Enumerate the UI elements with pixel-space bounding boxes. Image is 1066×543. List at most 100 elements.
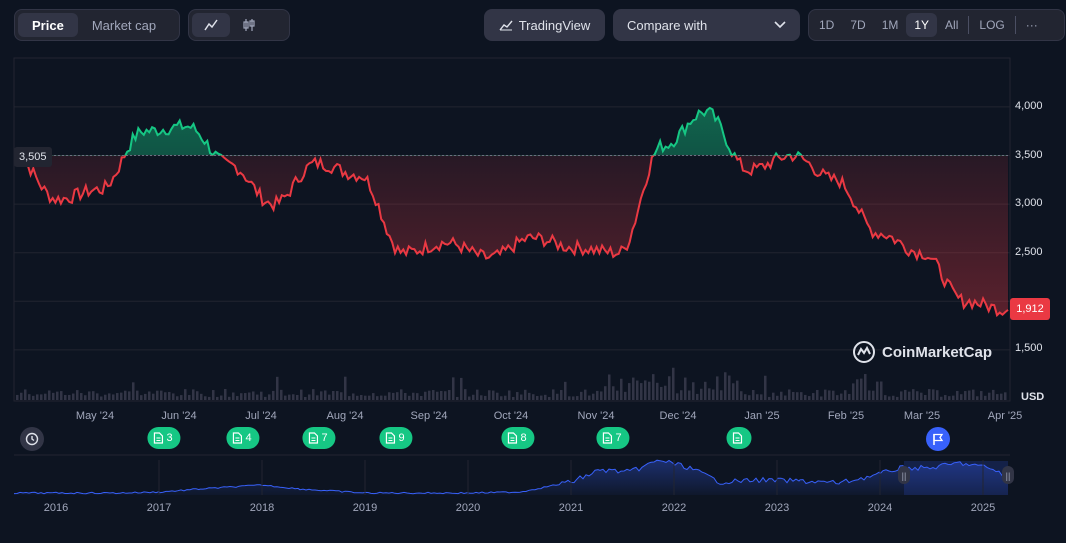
volume-bar [164,392,167,400]
volume-bar [88,391,91,400]
volume-bar [568,396,571,400]
flag-event-badge[interactable] [926,427,950,451]
event-badge[interactable] [726,427,752,449]
volume-bar [340,392,343,400]
chevron-down-icon [774,21,786,29]
volume-bar [596,390,599,400]
price-line-down [14,155,1009,318]
volume-bar [736,380,739,400]
navigator-year: 2018 [249,502,275,514]
tradingview-button[interactable]: TradingView [484,9,605,41]
document-icon [507,432,518,444]
navigator-year: 2017 [146,502,172,514]
volume-bar [576,396,579,400]
x-tick-sep24: Sep '24 [410,410,448,422]
volume-bar [940,396,943,400]
price-marketcap-toggle: Price Market cap [14,9,180,41]
volume-bar [556,393,559,400]
line-chart-button[interactable] [192,13,230,37]
volume-bar [552,389,555,400]
volume-bar [624,391,627,400]
compare-with-dropdown[interactable]: Compare with [613,9,800,41]
navigator-year: 2024 [867,502,893,514]
volume-bar [300,389,303,400]
divider [1014,16,1016,34]
volume-bar [212,390,215,400]
volume-bar [748,395,751,400]
volume-bar [840,393,843,400]
volume-bar [64,394,67,400]
volume-bar [584,389,587,400]
volume-bar [608,374,611,400]
volume-bar [488,390,491,400]
volume-bar [536,396,539,400]
more-options-button[interactable]: ··· [1025,18,1038,32]
volume-bar [40,394,43,400]
volume-bar [944,395,947,400]
time-range-selector: 1D 7D 1M 1Y All LOG ··· [808,9,1065,41]
volume-bar [508,390,511,400]
navigator-year: 2025 [970,502,996,514]
volume-bar [252,391,255,400]
volume-bar [852,383,855,400]
price-tab[interactable]: Price [18,13,78,37]
volume-bar [636,380,639,400]
volume-bar [180,395,183,400]
range-1d[interactable]: 1D [819,18,835,32]
volume-bar [912,389,915,400]
range-7d[interactable]: 7D [850,18,866,32]
volume-bar [600,391,603,400]
document-icon [153,432,164,444]
volume-bar [460,377,463,400]
event-badge[interactable]: 8 [501,427,535,449]
volume-bar [692,382,695,400]
volume-bar [240,393,243,400]
volume-bar [860,378,863,400]
volume-bar [772,392,775,400]
volume-bar [220,395,223,400]
event-badge[interactable]: 3 [147,427,181,449]
navigator-left-handle[interactable] [898,466,910,484]
log-scale-button[interactable]: LOG [979,18,1005,32]
volume-bar [56,391,59,400]
range-1y[interactable]: 1Y [906,13,938,37]
svg-text:||: || [1006,471,1011,481]
event-badge[interactable]: 7 [302,427,336,449]
navigator-selection[interactable] [904,461,1008,495]
volume-bar [76,390,79,400]
volume-bar [116,393,119,400]
volume-bar [932,389,935,400]
volume-bar [264,396,267,400]
volume-bar [356,395,359,400]
event-count: 7 [321,432,328,444]
history-button[interactable] [20,427,44,451]
volume-bar [644,380,647,400]
range-all[interactable]: All [945,18,959,32]
volume-bar [868,390,871,400]
volume-bar [876,381,879,400]
navigator-right-handle[interactable] [1002,466,1014,484]
volume-bar [512,396,515,400]
event-badge[interactable]: 9 [379,427,413,449]
volume-bar [172,393,175,400]
market-cap-tab[interactable]: Market cap [91,17,157,33]
volume-bar [540,395,543,400]
volume-bar [480,395,483,400]
range-1m[interactable]: 1M [881,18,899,32]
event-badge[interactable]: 4 [226,427,260,449]
volume-bar [304,396,307,400]
candlestick-chart-button[interactable] [230,13,268,37]
below-reference-fill [17,155,1008,316]
volume-bar [780,391,783,400]
volume-bar [528,392,531,400]
volume-bar [920,392,923,400]
volume-bar [176,396,179,400]
volume-bar [908,391,911,400]
chart-type-toggle [188,9,290,41]
volume-bar [516,392,519,400]
volume-bar [296,395,299,400]
event-count: 9 [398,432,405,444]
event-badge[interactable]: 7 [596,427,630,449]
volume-bar [496,392,499,400]
